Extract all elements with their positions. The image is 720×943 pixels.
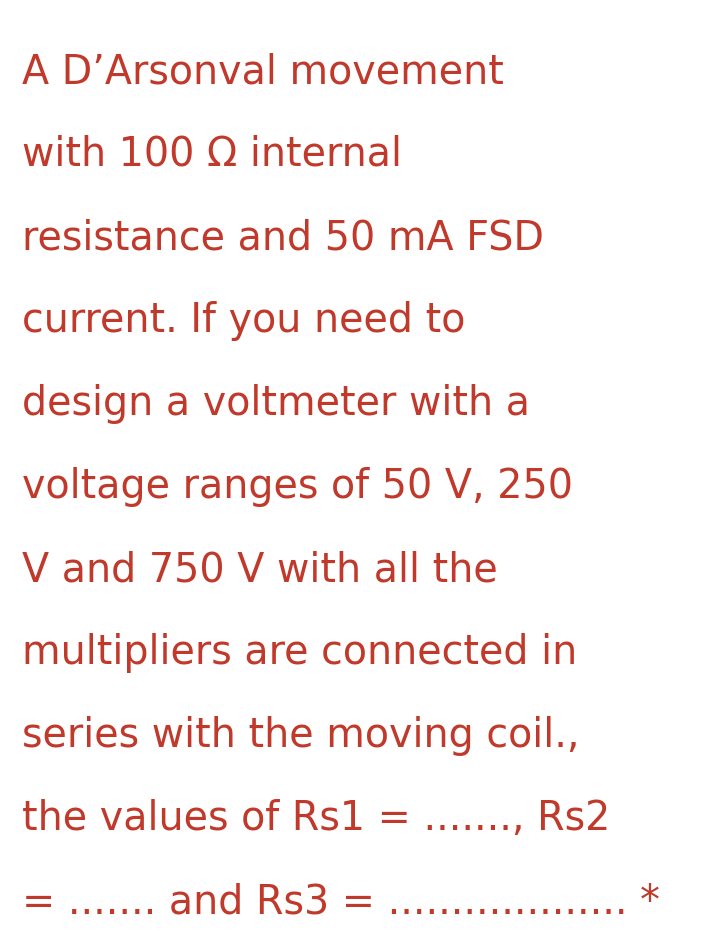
Text: series with the moving coil.,: series with the moving coil., [22, 716, 580, 756]
Text: = ....... and Rs3 = ................... *: = ....... and Rs3 = ................... … [22, 882, 660, 922]
Text: multipliers are connected in: multipliers are connected in [22, 633, 577, 673]
Text: design a voltmeter with a: design a voltmeter with a [22, 384, 530, 424]
Text: A D’Arsonval movement: A D’Arsonval movement [22, 52, 504, 92]
Text: resistance and 50 mA FSD: resistance and 50 mA FSD [22, 218, 544, 258]
Text: V and 750 V with all the: V and 750 V with all the [22, 550, 498, 590]
Text: the values of Rs1 = ......., Rs2: the values of Rs1 = ......., Rs2 [22, 799, 611, 839]
Text: with 100 Ω internal: with 100 Ω internal [22, 135, 402, 175]
Text: voltage ranges of 50 V, 250: voltage ranges of 50 V, 250 [22, 467, 573, 507]
Text: current. If you need to: current. If you need to [22, 301, 465, 341]
